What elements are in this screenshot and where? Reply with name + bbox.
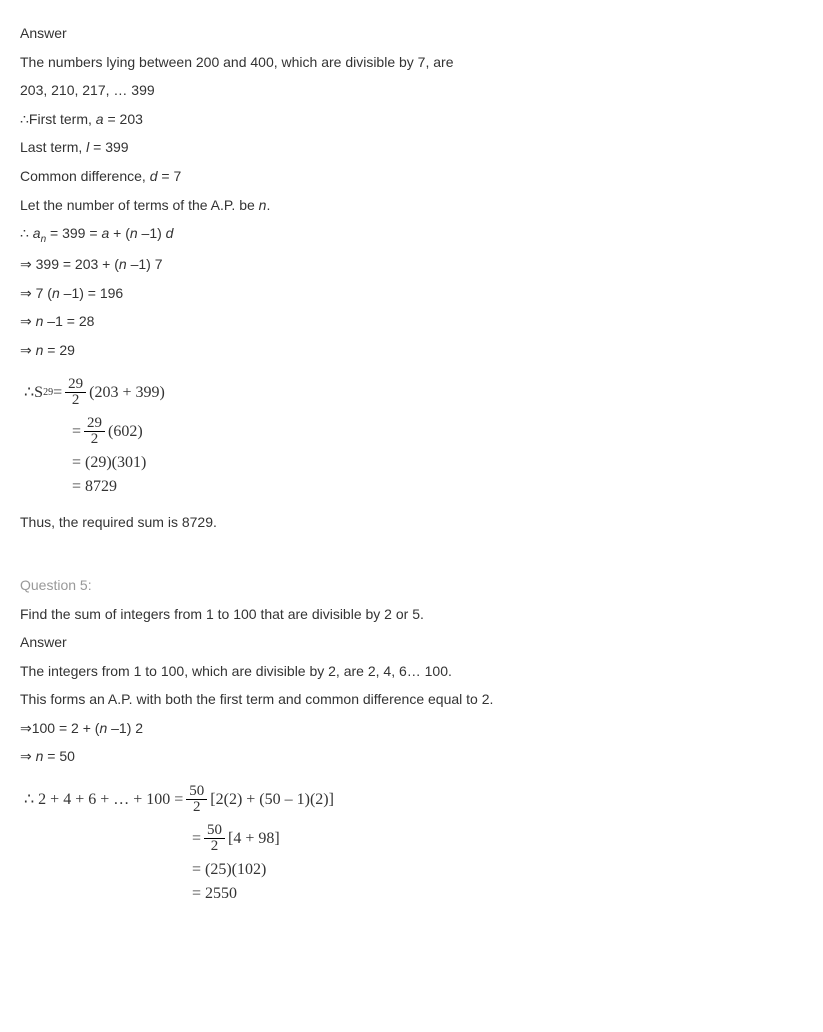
text: –1 = 28	[43, 313, 94, 329]
text: = 7	[158, 168, 182, 184]
numerator: 29	[65, 377, 86, 393]
answer1-line8: ⇒ 399 = 203 + (n –1) 7	[20, 251, 803, 278]
answer2-line4: ⇒ n = 50	[20, 743, 803, 770]
question5-text: Find the sum of integers from 1 to 100 t…	[20, 601, 803, 628]
var-n: n	[130, 225, 138, 241]
denominator: 2	[69, 393, 83, 408]
tail: [4 + 98]	[228, 831, 280, 847]
text: = 399 =	[46, 225, 101, 241]
math-row-2: = 50 2 [4 + 98]	[192, 823, 803, 854]
answer1-conclusion: Thus, the required sum is 8729.	[20, 509, 803, 536]
answer1-line2: 203, 210, 217, … 399	[20, 77, 803, 104]
numerator: 29	[84, 416, 105, 432]
answer1-line6: Let the number of terms of the A.P. be n…	[20, 192, 803, 219]
text: ⇒	[20, 748, 36, 764]
tail: (203 + 399)	[89, 385, 165, 401]
tail: (602)	[108, 424, 143, 440]
eq: =	[72, 424, 81, 440]
fraction: 50 2	[186, 784, 207, 815]
denominator: 2	[208, 839, 222, 854]
question-label: Question 5:	[20, 572, 803, 599]
math-row-4: = 2550	[192, 886, 803, 902]
var-a: a	[33, 225, 41, 241]
text: = 203	[104, 111, 143, 127]
text: ∴First term,	[20, 111, 96, 127]
tail: [2(2) + (50 – 1)(2)]	[210, 792, 334, 808]
fraction: 29 2	[65, 377, 86, 408]
var-d: d	[150, 168, 158, 184]
math-row-1: ∴S29 = 29 2 (203 + 399)	[24, 377, 803, 408]
text: ⇒100 = 2 + (	[20, 720, 99, 736]
math-row-3: = (29)(301)	[72, 455, 803, 471]
denominator: 2	[88, 432, 102, 447]
lead: ∴ 2 + 4 + 6 + … + 100 =	[24, 792, 183, 808]
text: + (	[109, 225, 130, 241]
text: .	[266, 197, 270, 213]
answer-label: Answer	[20, 20, 803, 47]
text: ∴	[20, 225, 33, 241]
eq: =	[53, 385, 62, 401]
answer1-line7: ∴ an = 399 = a + (n –1) d	[20, 220, 803, 249]
math-row-3: = (25)(102)	[192, 862, 803, 878]
answer-label: Answer	[20, 629, 803, 656]
text: Let the number of terms of the A.P. be	[20, 197, 259, 213]
answer1-math: ∴S29 = 29 2 (203 + 399) = 29 2 (602) = (…	[24, 377, 803, 495]
answer2-line2: This forms an A.P. with both the first t…	[20, 686, 803, 713]
numerator: 50	[186, 784, 207, 800]
sub: 29	[43, 388, 53, 398]
math-row-1: ∴ 2 + 4 + 6 + … + 100 = 50 2 [2(2) + (50…	[24, 784, 803, 815]
var-n: n	[52, 285, 60, 301]
text: Common difference,	[20, 168, 150, 184]
eq: =	[192, 831, 201, 847]
text: –1) 2	[107, 720, 143, 736]
denominator: 2	[190, 800, 204, 815]
answer1-line10: ⇒ n –1 = 28	[20, 308, 803, 335]
answer2-math: ∴ 2 + 4 + 6 + … + 100 = 50 2 [2(2) + (50…	[24, 784, 803, 902]
answer1-line1: The numbers lying between 200 and 400, w…	[20, 49, 803, 76]
fraction: 50 2	[204, 823, 225, 854]
numerator: 50	[204, 823, 225, 839]
fraction: 29 2	[84, 416, 105, 447]
var-n: n	[119, 256, 127, 272]
text: ⇒	[20, 342, 36, 358]
text: ⇒ 7 (	[20, 285, 52, 301]
text: = 399	[89, 139, 128, 155]
answer2-line1: The integers from 1 to 100, which are di…	[20, 658, 803, 685]
text: ⇒	[20, 313, 36, 329]
answer1-line9: ⇒ 7 (n –1) = 196	[20, 280, 803, 307]
text: –1) = 196	[60, 285, 123, 301]
text: = 50	[43, 748, 75, 764]
var-d: d	[166, 225, 174, 241]
math-row-4: = 8729	[72, 479, 803, 495]
text: –1) 7	[127, 256, 163, 272]
answer1-line4: Last term, l = 399	[20, 134, 803, 161]
text: = 29	[43, 342, 75, 358]
math-row-2: = 29 2 (602)	[72, 416, 803, 447]
text: ⇒ 399 = 203 + (	[20, 256, 119, 272]
text: Last term,	[20, 139, 86, 155]
answer2-line3: ⇒100 = 2 + (n –1) 2	[20, 715, 803, 742]
text: –1)	[138, 225, 166, 241]
answer1-line11: ⇒ n = 29	[20, 337, 803, 364]
lead: ∴S	[24, 385, 43, 401]
answer1-line3: ∴First term, a = 203	[20, 106, 803, 133]
var-a: a	[96, 111, 104, 127]
answer1-line5: Common difference, d = 7	[20, 163, 803, 190]
